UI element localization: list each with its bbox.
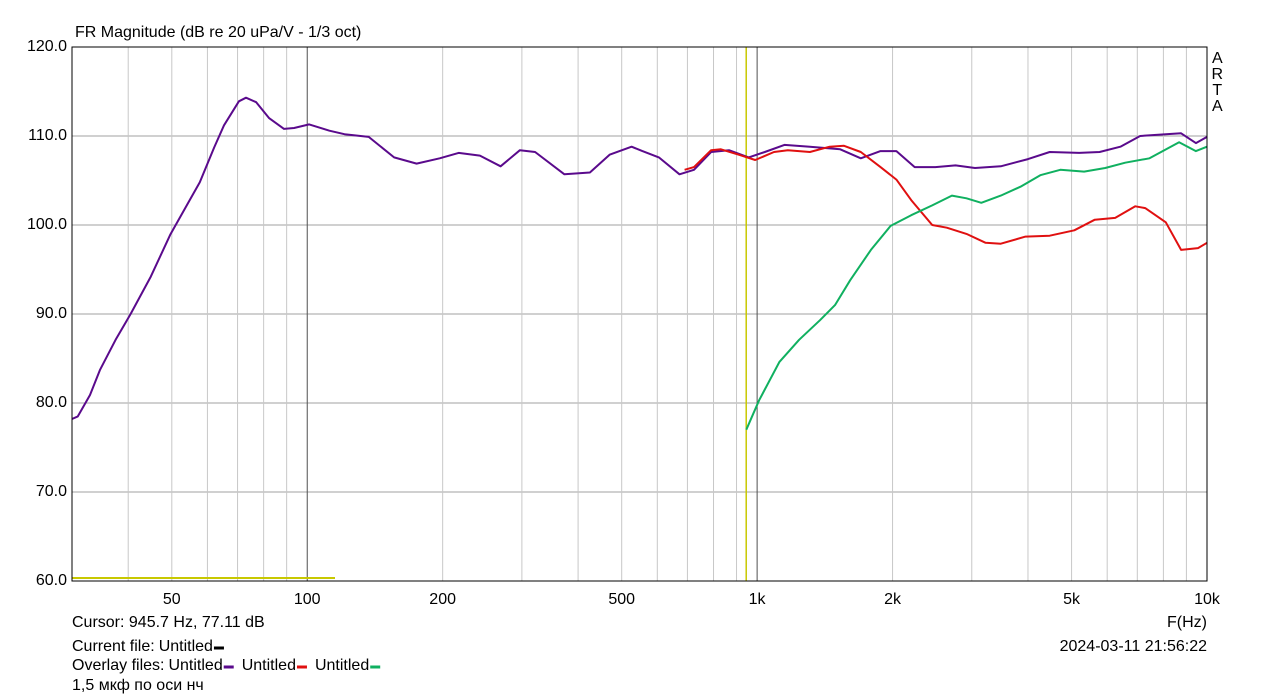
y-tick-label: 110.0 — [28, 127, 67, 144]
y-tick-label: 120.0 — [27, 38, 67, 55]
plot-frame — [71, 46, 1208, 582]
x-tick-label: 500 — [608, 591, 635, 608]
x-tick-label: 1k — [749, 591, 767, 608]
x-tick-label: 100 — [294, 591, 321, 608]
x-tick-label: 5k — [1063, 591, 1081, 608]
legend-entry: Untitled — [242, 657, 296, 674]
note: 1,5 мкф по оси нч — [72, 677, 204, 694]
legend-entry: Untitled — [159, 638, 213, 655]
cursor-readout: Cursor: 945.7 Hz, 77.11 dB — [72, 614, 265, 631]
y-tick-label: 60.0 — [36, 572, 67, 589]
plot — [71, 47, 1208, 581]
legend-label: Current file: — [72, 638, 155, 655]
grid — [72, 46, 1207, 582]
y-tick-label: 100.0 — [27, 216, 67, 233]
timestamp: 2024-03-11 21:56:22 — [1060, 638, 1207, 655]
x-tick-label: 200 — [429, 591, 456, 608]
x-tick-label: 10k — [1194, 591, 1221, 608]
y-tick-label: 90.0 — [36, 305, 67, 322]
legend-label: Overlay files: — [72, 657, 164, 674]
watermark: ARTA — [1209, 50, 1226, 114]
y-tick-label: 70.0 — [36, 483, 67, 500]
legend-entry: Untitled — [315, 657, 369, 674]
x-axis-label: F(Hz) — [1167, 614, 1207, 631]
series-line — [71, 96, 1208, 420]
series-line — [745, 141, 1208, 431]
legend-entry: Untitled — [168, 657, 222, 674]
series-line — [684, 144, 1208, 251]
x-tick-label: 2k — [884, 591, 902, 608]
y-tick-label: 80.0 — [36, 394, 67, 411]
chart-title: FR Magnitude (dB re 20 uPa/V - 1/3 oct) — [75, 24, 361, 41]
x-tick-label: 50 — [163, 591, 181, 608]
